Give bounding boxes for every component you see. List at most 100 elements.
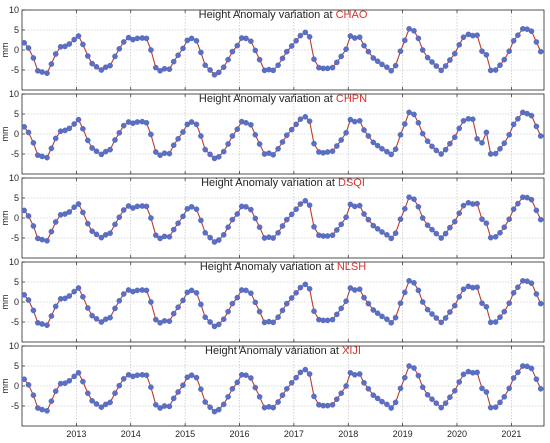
data-point <box>338 305 345 312</box>
data-point <box>48 398 55 405</box>
data-point <box>62 380 68 387</box>
data-point <box>116 129 123 136</box>
data-point <box>225 308 231 315</box>
data-point <box>166 318 173 325</box>
data-point <box>451 387 458 394</box>
data-point <box>148 384 154 391</box>
data-point <box>297 32 304 39</box>
data-point <box>338 53 345 60</box>
data-point <box>515 284 521 291</box>
data-point <box>438 319 445 326</box>
data-point <box>384 401 390 408</box>
data-point <box>215 69 222 76</box>
data-point <box>365 300 372 307</box>
data-point <box>311 393 317 400</box>
data-point <box>351 35 358 41</box>
data-point <box>388 319 395 326</box>
data-point <box>48 145 55 152</box>
x-tick-label: 2021 <box>501 429 521 439</box>
data-point <box>306 371 313 377</box>
data-point <box>202 62 208 68</box>
data-point <box>460 118 467 124</box>
y-tick-label: 10 <box>9 89 19 99</box>
data-point <box>474 284 480 291</box>
data-point <box>433 63 440 69</box>
data-point <box>406 194 412 200</box>
station-name: CHAO <box>336 9 368 21</box>
data-point <box>451 302 458 309</box>
data-point <box>351 203 358 210</box>
data-point <box>198 49 204 56</box>
data-point <box>415 287 422 294</box>
subplot-title: Height Anomaly variation at CHAO <box>199 9 368 21</box>
y-tick-label: -5 <box>11 149 19 159</box>
data-point <box>411 27 417 34</box>
data-point <box>283 132 290 138</box>
data-point <box>270 151 277 158</box>
data-point <box>492 67 499 73</box>
data-point <box>256 141 263 147</box>
data-point <box>75 201 82 207</box>
data-point <box>374 310 381 317</box>
data-point <box>374 225 381 232</box>
data-point <box>198 133 204 139</box>
data-point <box>438 151 445 157</box>
data-point <box>180 382 186 389</box>
data-point <box>166 66 173 72</box>
data-point <box>483 303 490 310</box>
data-point <box>198 386 204 393</box>
data-point <box>302 366 309 373</box>
data-point <box>397 300 404 307</box>
data-point <box>112 137 118 143</box>
data-point <box>175 135 181 142</box>
data-point <box>243 287 249 294</box>
data-point <box>388 68 395 74</box>
data-point <box>93 401 100 407</box>
data-point <box>248 375 254 381</box>
data-point <box>433 400 440 407</box>
data-point <box>234 126 241 132</box>
data-point <box>180 213 186 220</box>
data-point <box>537 216 544 223</box>
data-point <box>283 300 290 307</box>
data-point <box>379 398 385 405</box>
data-point <box>479 300 485 307</box>
data-point <box>474 135 480 142</box>
data-point <box>39 236 45 243</box>
station-name: XIJI <box>342 345 361 357</box>
data-point <box>66 209 73 215</box>
data-point <box>161 317 168 324</box>
data-point <box>85 53 91 59</box>
data-point <box>44 237 50 244</box>
data-point <box>311 308 317 315</box>
data-point <box>288 43 295 49</box>
data-point <box>93 148 100 154</box>
data-point <box>62 43 68 50</box>
data-point <box>329 64 336 71</box>
data-point <box>510 121 517 128</box>
data-point <box>198 301 204 308</box>
data-point <box>351 371 358 378</box>
data-point <box>39 406 45 413</box>
data-point <box>460 371 467 378</box>
y-tick-label: 0 <box>14 213 19 223</box>
data-point <box>324 402 331 409</box>
data-point <box>188 372 195 379</box>
y-tick-label: 5 <box>14 277 19 287</box>
data-point <box>21 207 28 214</box>
data-point <box>528 112 535 119</box>
data-point <box>333 311 340 318</box>
data-point <box>306 118 313 124</box>
data-point <box>80 209 86 216</box>
data-point <box>193 206 200 212</box>
data-point <box>365 133 372 139</box>
data-point <box>365 48 372 55</box>
data-point <box>66 377 73 384</box>
data-point <box>234 294 241 301</box>
data-point <box>479 385 485 392</box>
data-point <box>248 206 254 213</box>
y-tick-label: 5 <box>14 193 19 203</box>
data-point <box>506 385 513 392</box>
y-tick-label: 0 <box>14 129 19 139</box>
